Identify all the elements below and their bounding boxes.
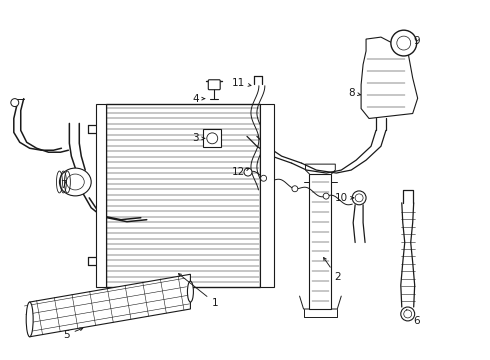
Text: 10: 10 bbox=[335, 193, 354, 203]
Circle shape bbox=[397, 36, 411, 50]
Circle shape bbox=[401, 307, 415, 321]
Circle shape bbox=[11, 99, 19, 107]
Text: 1: 1 bbox=[178, 274, 219, 308]
Polygon shape bbox=[361, 37, 417, 118]
Text: 8: 8 bbox=[348, 88, 361, 98]
Bar bbox=[96, 104, 106, 287]
Circle shape bbox=[261, 175, 267, 181]
Circle shape bbox=[404, 310, 412, 318]
Bar bbox=[106, 104, 260, 287]
Bar bbox=[203, 129, 221, 147]
Circle shape bbox=[391, 30, 416, 56]
Text: 5: 5 bbox=[63, 328, 83, 340]
Polygon shape bbox=[30, 274, 191, 337]
Circle shape bbox=[207, 133, 218, 144]
Bar bbox=[260, 104, 274, 287]
Text: 9: 9 bbox=[407, 36, 420, 46]
Circle shape bbox=[244, 168, 252, 176]
Circle shape bbox=[292, 186, 298, 192]
Circle shape bbox=[355, 194, 363, 202]
Text: 2: 2 bbox=[323, 257, 341, 282]
Ellipse shape bbox=[66, 174, 84, 190]
Ellipse shape bbox=[188, 281, 194, 302]
Circle shape bbox=[352, 191, 366, 205]
Text: 11: 11 bbox=[231, 78, 251, 88]
Ellipse shape bbox=[59, 168, 91, 196]
Text: 4: 4 bbox=[192, 94, 205, 104]
Text: 7: 7 bbox=[60, 180, 73, 190]
Text: 3: 3 bbox=[192, 133, 205, 143]
Circle shape bbox=[323, 193, 329, 199]
Text: 6: 6 bbox=[406, 310, 420, 326]
Bar bbox=[310, 174, 331, 309]
FancyBboxPatch shape bbox=[208, 80, 220, 90]
Text: 12: 12 bbox=[231, 167, 249, 177]
Ellipse shape bbox=[26, 302, 33, 337]
